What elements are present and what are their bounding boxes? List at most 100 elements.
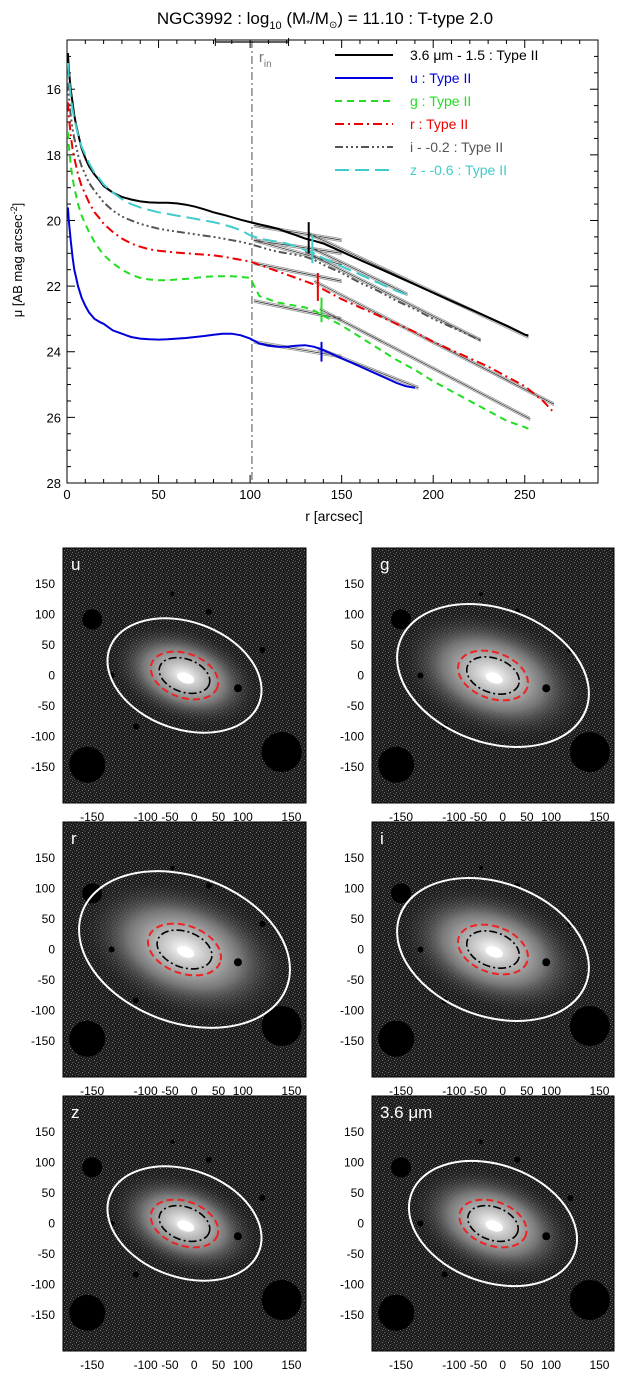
panel-y-tick-label: 100 (344, 882, 364, 896)
star-mask (259, 921, 266, 927)
panel-y-tick-label: 50 (351, 638, 365, 652)
star-mask (233, 958, 242, 967)
star-mask (542, 1232, 551, 1241)
panel-frame (371, 547, 615, 804)
y-tick-label: 28 (47, 476, 61, 491)
panel-y-tick-label: -50 (38, 1247, 56, 1261)
series-line-0 (66, 53, 529, 337)
star-mask (417, 672, 424, 679)
panel-y-tick-label: 50 (42, 638, 56, 652)
star-mask (478, 865, 483, 870)
y-axis-label: μ [AB mag arcsec-2] (9, 203, 25, 318)
panel-y-tick-label: -150 (340, 1034, 364, 1048)
panel-y-tick-label: 0 (48, 669, 55, 683)
panel-label: u (71, 555, 80, 574)
star-mask (569, 732, 610, 772)
panel-x-tick-label: -150 (389, 810, 413, 824)
x-tick-label: 100 (239, 487, 261, 502)
panel-y-tick-label: -100 (31, 1278, 55, 1292)
fit-line (304, 252, 481, 343)
panel-frame (62, 821, 307, 1078)
legend-label: u : Type II (410, 70, 471, 86)
y-tick-label: 20 (47, 213, 61, 228)
break-ellipse (149, 1198, 220, 1249)
panel-y-tick-label: -150 (31, 1308, 55, 1322)
star-mask (417, 1220, 424, 1227)
panel-x-tick-label: 150 (281, 1358, 301, 1372)
outer-ellipse (396, 603, 590, 748)
star-mask (569, 1006, 610, 1046)
series-line-5 (66, 62, 407, 296)
panel-frame (371, 1095, 615, 1352)
panel-y-tick-label: -50 (38, 973, 56, 987)
star-mask (205, 608, 212, 615)
star-mask (542, 684, 551, 693)
panel-y-tick-label: 50 (351, 1186, 365, 1200)
galaxy-core (177, 946, 195, 958)
panel-y-tick-label: 0 (357, 669, 364, 683)
star-mask (132, 723, 139, 730)
panel-x-tick-label: -50 (470, 1358, 488, 1372)
galaxy-core (485, 672, 503, 684)
star-mask (170, 865, 175, 870)
plot-area: 0 50 100 150 200 250 16 18 20 22 24 26 28 rin (47, 38, 599, 502)
panel-label: z (71, 1103, 80, 1122)
star-mask (69, 1020, 106, 1057)
galaxy-core (485, 1220, 503, 1232)
panel-x-tick-label: -100 (134, 1084, 158, 1098)
panel-y-tick-label: 150 (35, 851, 55, 865)
y-tick-label: 22 (47, 279, 61, 294)
star-mask (205, 1156, 212, 1163)
panel-x-tick-label: -50 (161, 1084, 179, 1098)
outer-ellipse (106, 1165, 263, 1282)
panel-x-tick-label: -150 (389, 1358, 413, 1372)
panel-frame (62, 1095, 307, 1352)
fit-line (319, 308, 531, 420)
panel-x-tick-label: 0 (191, 1084, 198, 1098)
panel-label: g (380, 555, 389, 574)
panel-y-tick-label: 50 (42, 1186, 56, 1200)
image-panel-1: g 150 100 50 0 -50 -100 -150 -150 -100 -50 0 50 100 15… (340, 547, 615, 824)
series-line-3 (66, 102, 553, 412)
star-mask (391, 883, 412, 904)
fit-line (253, 264, 342, 284)
star-mask (132, 1271, 139, 1278)
panel-x-tick-label: 150 (589, 810, 609, 824)
star-mask (391, 1157, 412, 1178)
star-mask (132, 997, 139, 1004)
break-ellipse (149, 650, 220, 701)
panel-y-tick-label: -150 (31, 1034, 55, 1048)
star-mask (542, 958, 551, 967)
star-mask (82, 883, 103, 904)
panel-x-tick-label: 50 (212, 810, 226, 824)
panel-y-tick-label: 100 (35, 882, 55, 896)
panel-y-tick-label: 100 (344, 608, 364, 622)
panel-x-tick-label: -150 (80, 810, 104, 824)
panel-y-tick-label: -150 (340, 760, 364, 774)
panel-x-tick-label: -50 (161, 810, 179, 824)
galaxy-core (485, 946, 503, 958)
fit-line (312, 248, 408, 295)
panel-x-tick-label: 0 (191, 1358, 198, 1372)
star-mask (261, 1006, 302, 1046)
break-ellipse (146, 922, 223, 977)
panel-label: r (71, 829, 77, 848)
panel-x-tick-label: 0 (499, 1358, 506, 1372)
rin-ellipse (465, 656, 521, 695)
series-line-1 (66, 207, 416, 389)
panel-x-tick-label: 50 (520, 1084, 534, 1098)
fit-line (253, 262, 342, 282)
star-mask (233, 684, 242, 693)
panel-x-tick-label: 0 (191, 810, 198, 824)
panel-y-tick-label: -50 (347, 973, 365, 987)
panel-label: i (380, 829, 384, 848)
fit-line (253, 341, 342, 358)
panel-x-tick-label: -100 (134, 810, 158, 824)
fit-line (319, 307, 531, 418)
fit-line (319, 310, 531, 421)
plot-frame (66, 39, 599, 484)
x-axis-label: r [arcsec] (305, 508, 363, 524)
